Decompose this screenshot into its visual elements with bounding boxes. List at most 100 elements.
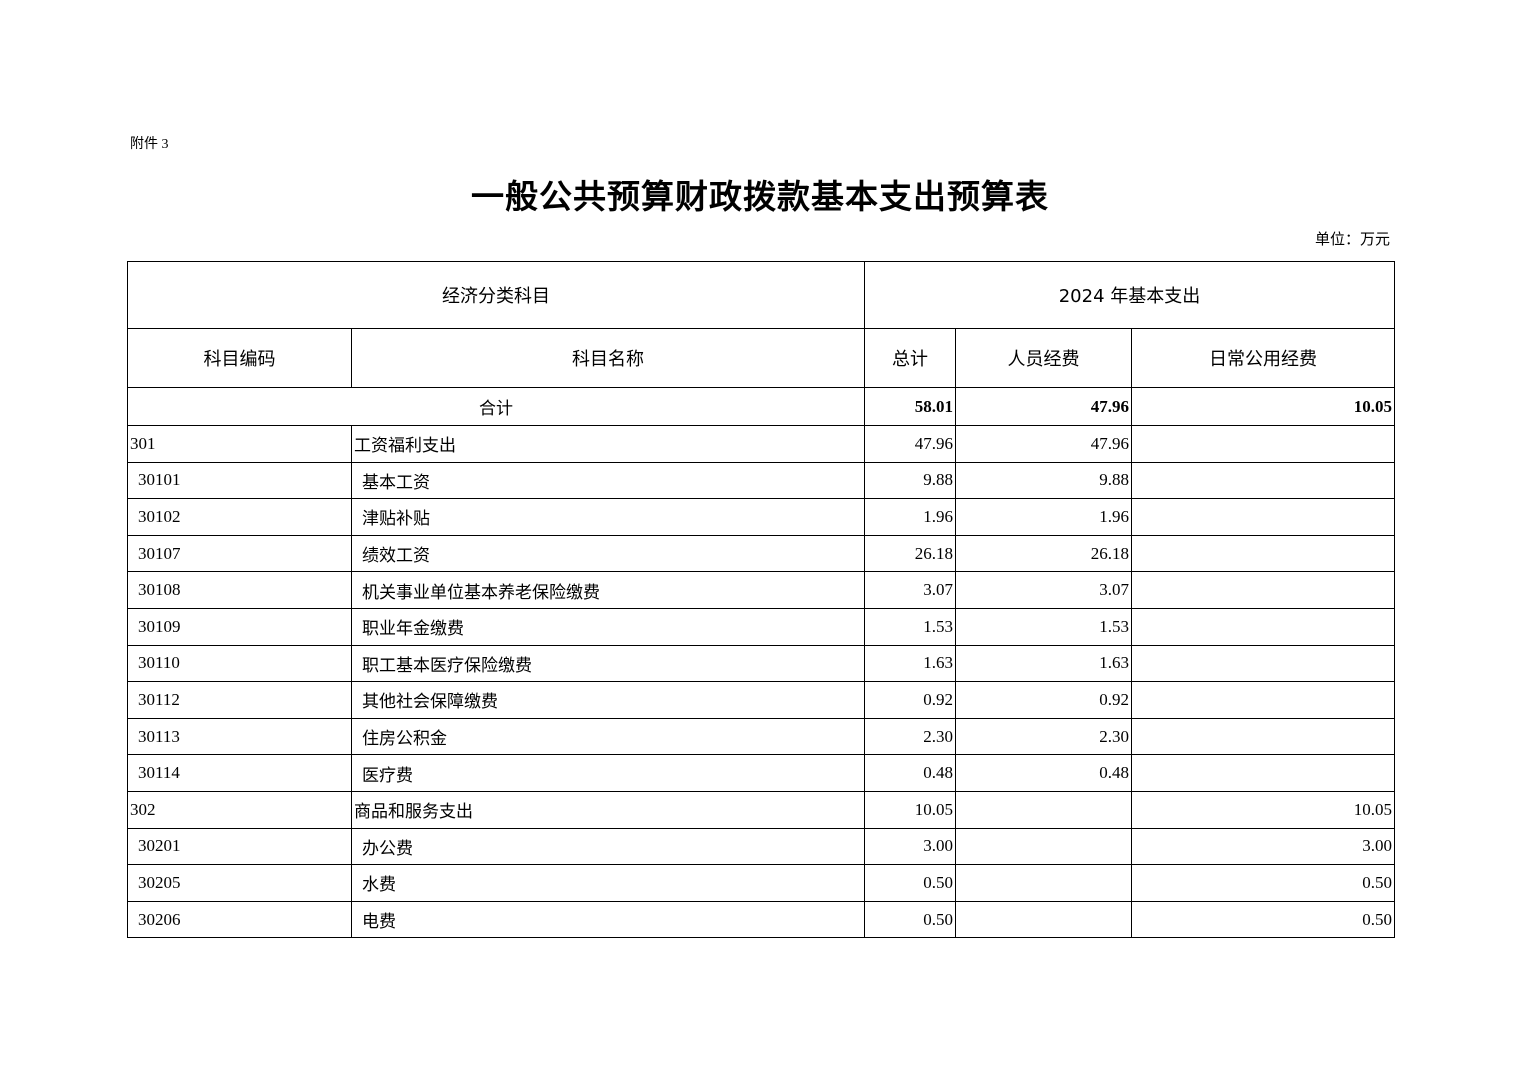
row-name: 医疗费 [351, 754, 865, 792]
row-public [1131, 644, 1395, 683]
row-total: 26.18 [864, 534, 956, 573]
header-row-group: 经济分类科目 2024 年基本支出 [127, 261, 1395, 329]
header-row-columns: 科目编码 科目名称 总计 人员经费 日常公用经费 [127, 328, 1395, 388]
row-code: 30113 [127, 717, 352, 756]
row-total: 2.30 [864, 717, 956, 756]
row-public [1131, 425, 1395, 463]
row-personnel: 2.30 [955, 717, 1132, 756]
table-row: 30107 绩效工资 26.18 26.18 [127, 534, 1395, 573]
row-personnel [955, 864, 1132, 902]
row-name: 津贴补贴 [351, 498, 865, 536]
row-total: 0.50 [864, 864, 956, 902]
row-code: 30101 [127, 461, 352, 500]
row-public [1131, 461, 1395, 500]
table-row: 30110 职工基本医疗保险缴费 1.63 1.63 [127, 644, 1395, 683]
total-total: 58.01 [864, 387, 956, 426]
row-name: 基本工资 [351, 461, 865, 500]
row-public: 0.50 [1131, 900, 1395, 939]
row-code: 302 [127, 790, 352, 829]
row-personnel: 26.18 [955, 534, 1132, 573]
row-personnel: 47.96 [955, 425, 1132, 463]
row-public [1131, 717, 1395, 756]
row-code: 30206 [127, 900, 352, 939]
table-row: 30114 医疗费 0.48 0.48 [127, 754, 1395, 792]
row-code: 30102 [127, 498, 352, 536]
row-code: 30112 [127, 681, 352, 719]
row-public [1131, 681, 1395, 719]
row-personnel [955, 790, 1132, 829]
row-personnel: 9.88 [955, 461, 1132, 500]
header-code: 科目编码 [127, 328, 352, 388]
row-public [1131, 607, 1395, 646]
row-code: 30110 [127, 644, 352, 683]
table-row: 30113 住房公积金 2.30 2.30 [127, 717, 1395, 756]
row-public [1131, 754, 1395, 792]
table-row: 301 工资福利支出 47.96 47.96 [127, 425, 1395, 463]
row-code: 30108 [127, 571, 352, 609]
row-code: 30109 [127, 607, 352, 646]
row-code: 30114 [127, 754, 352, 792]
row-code: 30205 [127, 864, 352, 902]
row-name: 水费 [351, 864, 865, 902]
row-personnel: 3.07 [955, 571, 1132, 609]
row-total: 1.63 [864, 644, 956, 683]
budget-table: 经济分类科目 2024 年基本支出 科目编码 科目名称 总计 人员经费 日常公用… [127, 261, 1395, 939]
row-total: 1.53 [864, 607, 956, 646]
row-personnel: 0.48 [955, 754, 1132, 792]
table-row: 30101 基本工资 9.88 9.88 [127, 461, 1395, 500]
row-total: 0.48 [864, 754, 956, 792]
row-name: 职业年金缴费 [351, 607, 865, 646]
row-public [1131, 534, 1395, 573]
table-row: 302 商品和服务支出 10.05 10.05 [127, 790, 1395, 829]
row-total: 10.05 [864, 790, 956, 829]
row-personnel [955, 900, 1132, 939]
row-code: 30201 [127, 827, 352, 866]
header-name: 科目名称 [351, 328, 865, 388]
row-total: 3.07 [864, 571, 956, 609]
row-name: 机关事业单位基本养老保险缴费 [351, 571, 865, 609]
header-total: 总计 [864, 328, 956, 388]
row-public [1131, 571, 1395, 609]
row-name: 职工基本医疗保险缴费 [351, 644, 865, 683]
row-personnel: 1.96 [955, 498, 1132, 536]
row-total: 1.96 [864, 498, 956, 536]
row-name: 商品和服务支出 [351, 790, 865, 829]
row-personnel: 1.63 [955, 644, 1132, 683]
attachment-label: 附件 3 [130, 137, 169, 152]
header-public: 日常公用经费 [1131, 328, 1395, 388]
header-personnel: 人员经费 [955, 328, 1132, 388]
table-row: 30205 水费 0.50 0.50 [127, 864, 1395, 902]
total-public: 10.05 [1131, 387, 1395, 426]
page-title: 一般公共预算财政拨款基本支出预算表 [471, 177, 1049, 216]
row-name: 住房公积金 [351, 717, 865, 756]
table-row: 30108 机关事业单位基本养老保险缴费 3.07 3.07 [127, 571, 1395, 609]
table-row: 30206 电费 0.50 0.50 [127, 900, 1395, 939]
total-label: 合计 [127, 387, 865, 426]
row-public: 3.00 [1131, 827, 1395, 866]
row-name: 工资福利支出 [351, 425, 865, 463]
row-total: 0.92 [864, 681, 956, 719]
row-personnel: 1.53 [955, 607, 1132, 646]
unit-label: 单位：万元 [1314, 232, 1390, 248]
row-total: 3.00 [864, 827, 956, 866]
row-total: 9.88 [864, 461, 956, 500]
table-row: 30201 办公费 3.00 3.00 [127, 827, 1395, 866]
row-code: 301 [127, 425, 352, 463]
row-public [1131, 498, 1395, 536]
row-personnel: 0.92 [955, 681, 1132, 719]
row-total: 0.50 [864, 900, 956, 939]
row-name: 绩效工资 [351, 534, 865, 573]
header-basic-expenditure: 2024 年基本支出 [864, 261, 1395, 329]
row-public: 0.50 [1131, 864, 1395, 902]
row-personnel [955, 827, 1132, 866]
header-economic-category: 经济分类科目 [127, 261, 865, 329]
total-personnel: 47.96 [955, 387, 1132, 426]
row-name: 其他社会保障缴费 [351, 681, 865, 719]
table-row: 30112 其他社会保障缴费 0.92 0.92 [127, 681, 1395, 719]
row-name: 电费 [351, 900, 865, 939]
row-total: 47.96 [864, 425, 956, 463]
row-public: 10.05 [1131, 790, 1395, 829]
row-code: 30107 [127, 534, 352, 573]
total-row: 合计 58.01 47.96 10.05 [127, 387, 1395, 426]
row-name: 办公费 [351, 827, 865, 866]
